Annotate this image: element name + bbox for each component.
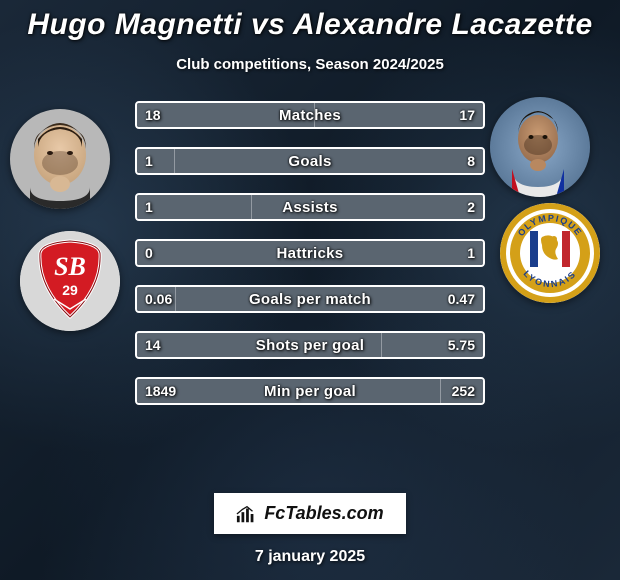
stat-value-left: 1849 bbox=[137, 379, 184, 403]
stat-value-left: 0.06 bbox=[137, 287, 180, 311]
stat-value-right: 8 bbox=[459, 149, 483, 173]
player-left-avatar-image bbox=[10, 109, 110, 209]
stat-label: Goals bbox=[137, 149, 483, 173]
page-subtitle: Club competitions, Season 2024/2025 bbox=[176, 56, 444, 73]
badge-left-text: SB bbox=[54, 252, 86, 281]
main-area: SB 29 bbox=[0, 91, 620, 485]
stat-label: Hattricks bbox=[137, 241, 483, 265]
stat-value-right: 5.75 bbox=[440, 333, 483, 357]
stat-value-right: 252 bbox=[444, 379, 483, 403]
stat-label: Goals per match bbox=[137, 287, 483, 311]
badge-left-subtext: 29 bbox=[62, 282, 78, 298]
footer-date: 7 january 2025 bbox=[255, 548, 365, 566]
stat-bars: Matches1817Goals18Assists12Hattricks01Go… bbox=[135, 101, 485, 405]
lyon-badge-icon: OLYMPIQUE LYONNAIS bbox=[500, 203, 600, 303]
stat-value-left: 0 bbox=[137, 241, 161, 265]
stat-value-left: 1 bbox=[137, 149, 161, 173]
stat-value-right: 2 bbox=[459, 195, 483, 219]
stat-label: Assists bbox=[137, 195, 483, 219]
stat-label: Shots per goal bbox=[137, 333, 483, 357]
stat-label: Min per goal bbox=[137, 379, 483, 403]
stat-value-right: 0.47 bbox=[440, 287, 483, 311]
page-title: Hugo Magnetti vs Alexandre Lacazette bbox=[27, 8, 592, 42]
player-right-avatar-image bbox=[490, 97, 590, 197]
chart-icon bbox=[236, 504, 258, 524]
player-right-avatar bbox=[490, 97, 590, 197]
stat-value-left: 1 bbox=[137, 195, 161, 219]
stat-row: Shots per goal14 5.75 bbox=[135, 331, 485, 359]
comparison-card: Hugo Magnetti vs Alexandre Lacazette Clu… bbox=[0, 0, 620, 580]
player-left-avatar bbox=[10, 109, 110, 209]
stat-value-right: 17 bbox=[451, 103, 483, 127]
stat-row: Matches18 17 bbox=[135, 101, 485, 129]
player-right-club-badge: OLYMPIQUE LYONNAIS bbox=[500, 203, 600, 303]
stat-value-left: 18 bbox=[137, 103, 169, 127]
stat-row: Min per goal1849 252 bbox=[135, 377, 485, 405]
stat-row: Goals per match0.06 0.47 bbox=[135, 285, 485, 313]
stat-row: Hattricks0 1 bbox=[135, 239, 485, 267]
footer-brand-text: FcTables.com bbox=[264, 503, 383, 524]
brest-badge-icon: SB 29 bbox=[20, 231, 120, 331]
player-left-club-badge: SB 29 bbox=[20, 231, 120, 331]
stat-label: Matches bbox=[137, 103, 483, 127]
stat-value-left: 14 bbox=[137, 333, 169, 357]
stat-row: Goals1 8 bbox=[135, 147, 485, 175]
footer-brand: FcTables.com bbox=[214, 493, 405, 534]
stat-value-right: 1 bbox=[459, 241, 483, 265]
stat-row: Assists1 2 bbox=[135, 193, 485, 221]
